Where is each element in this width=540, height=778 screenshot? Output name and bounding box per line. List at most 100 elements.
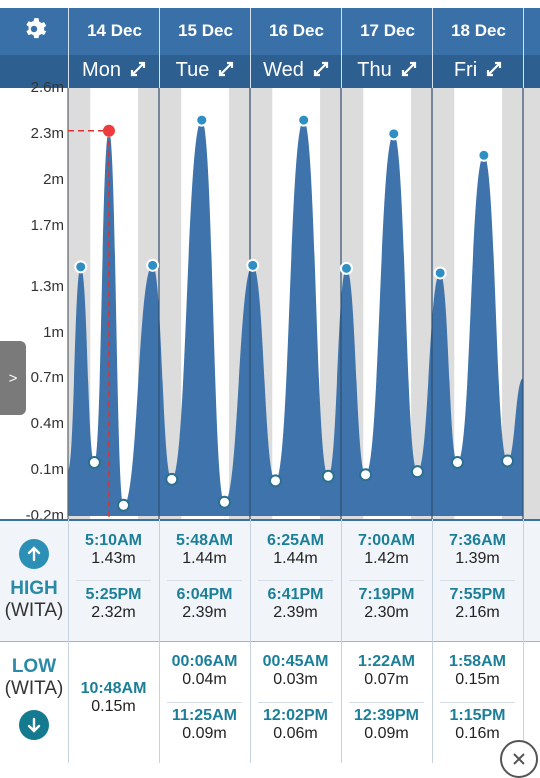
y-tick-label: 0.1m [30,461,64,479]
y-tick-label: 2.6m [30,79,64,96]
arrow-down-icon [19,710,49,740]
tide-time: 12:39PM [354,707,419,724]
entry-separator [440,702,515,703]
expand-arrows-icon[interactable] [129,60,147,84]
tide-chart[interactable] [0,88,540,519]
tide-height: 0.16m [455,725,500,742]
low-tide-point [321,469,335,483]
y-tick-label: 1.7m [30,216,64,234]
low-tide-entry: 1:15PM 0.16m [432,707,523,743]
tide-height: 1.44m [182,550,227,567]
tide-height: 0.06m [273,725,318,742]
high-tide-point [477,148,491,162]
tide-height: 2.32m [91,604,136,621]
tide-height: 0.15m [91,698,136,715]
entry-separator [167,580,242,581]
arrow-up-icon [19,539,49,569]
entry-separator [349,702,424,703]
night-band [523,88,540,519]
column-divider [523,519,524,763]
tide-height: 0.04m [182,671,227,688]
tide-height: 1.43m [91,550,136,567]
day-label: Mon [82,59,121,81]
low-tide-entry: 1:58AM 0.15m [432,653,523,689]
entry-separator [167,702,242,703]
low-tide-point [268,474,282,488]
low-tide-entry: 1:22AM 0.07m [341,653,432,689]
entry-separator [440,580,515,581]
high-tide-point [433,266,447,280]
day-column-header[interactable]: 14 Dec Mon [68,8,160,88]
high-tide-entry: 5:10AM 1.43m [68,532,159,568]
low-tide-point [410,465,424,479]
tide-height: 0.15m [455,671,500,688]
settings-button[interactable] [0,8,68,55]
tide-time: 1:22AM [358,653,415,670]
tide-time: 5:48AM [176,532,233,549]
high-tide-point [246,258,260,272]
expand-arrows-icon[interactable] [400,60,418,84]
high-tide-point [74,260,88,274]
tide-time: 7:00AM [358,532,415,549]
close-circle-icon[interactable] [500,740,538,778]
column-divider [159,519,160,763]
day-column-header-partial[interactable] [523,8,540,88]
high-label: HIGH [10,578,58,599]
tide-time: 12:02PM [263,707,328,724]
low-tide-entry: 12:39PM 0.09m [341,707,432,743]
high-tide-entry: 5:48AM 1.44m [159,532,250,568]
y-tick-label: 0.4m [30,415,64,433]
expand-arrows-icon[interactable] [312,60,330,84]
day-header-bar [0,55,540,88]
tide-height: 0.03m [273,671,318,688]
low-tide-point [359,468,373,482]
entry-separator [349,580,424,581]
high-tide-point [195,113,209,127]
tide-time: 6:04PM [176,586,233,603]
date-label: 16 Dec [269,21,324,40]
tide-time: 6:41PM [267,586,324,603]
tide-height: 2.39m [273,604,318,621]
column-divider [432,519,433,763]
date-label: 14 Dec [87,21,142,40]
low-tide-entry: 00:45AM 0.03m [250,653,341,689]
expand-arrows-icon[interactable] [485,60,503,84]
tide-time: 1:15PM [449,707,506,724]
tide-time: 11:25AM [172,707,237,724]
tide-height: 2.39m [182,604,227,621]
tide-time: 7:36AM [449,532,506,549]
low-tide-entry: 12:02PM 0.06m [250,707,341,743]
high-timezone: (WITA) [4,600,64,621]
high-tide-entry: 6:25AM 1.44m [250,532,341,568]
low-label: LOW [11,656,57,677]
gear-icon [21,16,47,47]
low-tide-entry: 10:48AM 0.15m [68,680,159,716]
day-column-header[interactable]: 18 Dec Fri [432,8,524,88]
high-tide-entry: 7:36AM 1.39m [432,532,523,568]
low-tide-point [450,456,464,469]
tide-height: 0.09m [182,725,227,742]
side-panel-toggle[interactable]: > [0,341,26,415]
tide-height: 0.07m [364,671,409,688]
expand-arrows-icon[interactable] [217,60,235,84]
low-tide-entry: 00:06AM 0.04m [159,653,250,689]
date-label: 18 Dec [451,21,506,40]
y-tick-label: 2.3m [30,124,64,142]
tide-time: 7:19PM [358,586,415,603]
day-column-header[interactable]: 16 Dec Wed [250,8,342,88]
day-column-header[interactable]: 17 Dec Thu [341,8,433,88]
high-tide-point [146,258,160,272]
day-label: Fri [453,59,478,81]
low-timezone: (WITA) [4,678,64,699]
date-label: 15 Dec [178,21,233,40]
low-tide-entry: 11:25AM 0.09m [159,707,250,743]
tide-time: 7:55PM [449,586,506,603]
high-tide-point [297,113,311,127]
tide-height: 0.09m [364,725,409,742]
tide-height: 1.44m [273,550,318,567]
day-column-header[interactable]: 15 Dec Tue [159,8,251,88]
night-band [159,88,182,519]
column-divider [341,519,342,763]
low-tide-point [218,495,232,509]
high-tide-entry: 7:55PM 2.16m [432,586,523,622]
